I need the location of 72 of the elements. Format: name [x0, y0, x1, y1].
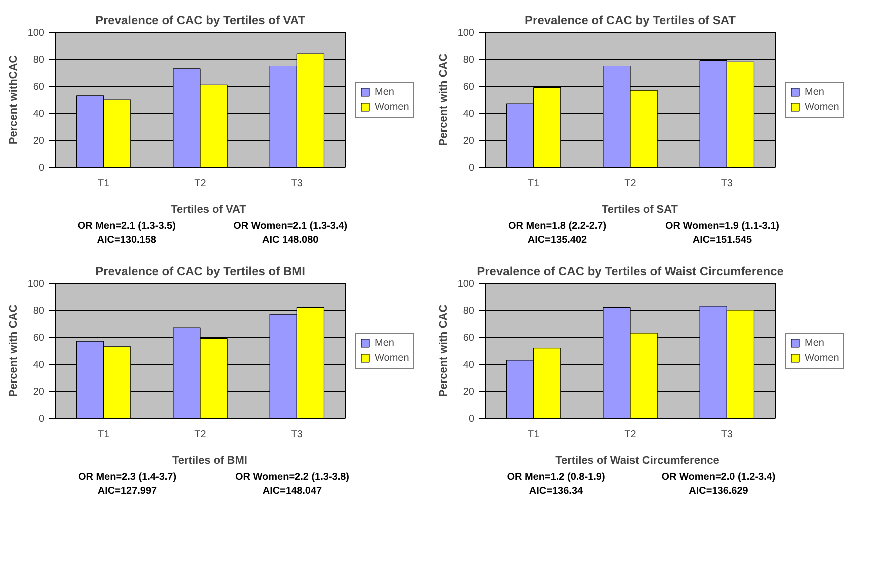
- x-tick-label: T2: [194, 178, 207, 190]
- y-tick-label: 20: [33, 387, 45, 398]
- text: AIC=127.997: [96, 485, 158, 499]
- y-tick-label: 20: [33, 136, 45, 147]
- y-tick-label: 80: [33, 55, 45, 66]
- text: AIC=136.34: [528, 485, 584, 499]
- x-tick-label: T3: [721, 178, 734, 190]
- y-axis-title: Percent with CAC: [438, 54, 450, 146]
- y-axis-title: Percent withCAC: [8, 55, 20, 145]
- chart-title: Prevalence of CAC by Tertiles of SAT: [525, 14, 737, 28]
- x-tick-label: T2: [194, 430, 207, 440]
- x-axis-title: Tertiles of Waist Circumference: [554, 454, 720, 469]
- text: AIC=135.402: [526, 234, 588, 248]
- y-tick-label: 0: [38, 163, 45, 174]
- text: OR Men=2.1 (1.3-3.5): [76, 220, 177, 234]
- text: OR Men=1.8 (2.2-2.7): [507, 220, 608, 234]
- text: OR Women=2.2 (1.3-3.8): [234, 471, 351, 485]
- text: OR Men=1.2 (0.8-1.9): [506, 471, 606, 485]
- y-tick-label: 40: [33, 360, 45, 371]
- legend-label: Women: [375, 102, 410, 112]
- y-tick-label: 80: [463, 55, 475, 66]
- y-tick-label: 80: [463, 306, 475, 317]
- text: AIC 148.080: [262, 234, 320, 248]
- y-tick-label: 100: [28, 279, 45, 290]
- y-tick-label: 20: [463, 136, 475, 147]
- x-axis-title: Tertiles of VAT: [170, 203, 248, 218]
- chart-title: Prevalence of CAC by Tertiles of Waist Circumference: [477, 264, 784, 278]
- x-tick-label: T3: [291, 178, 304, 190]
- legend-label: Women: [375, 352, 410, 364]
- text: AIC=136.629: [688, 485, 750, 499]
- x-tick-label: T3: [721, 430, 734, 440]
- x-tick-label: T3: [291, 430, 304, 440]
- text: OR Women=2.1 (1.3-3.4): [232, 220, 349, 234]
- y-tick-label: 80: [33, 306, 45, 317]
- y-tick-label: 0: [468, 414, 475, 425]
- chart-title: Prevalence of CAC by Tertiles of BMI: [96, 264, 306, 278]
- y-tick-label: 60: [463, 82, 475, 93]
- y-tick-label: 100: [458, 279, 475, 290]
- legend-label: Women: [805, 352, 840, 364]
- text: OR Men=2.3 (1.4-3.7): [77, 471, 178, 485]
- text: OR Women=2.0 (1.2-3.4): [660, 471, 777, 485]
- text: AIC=148.047: [262, 485, 324, 499]
- y-tick-label: 0: [38, 414, 45, 425]
- x-tick-label: T1: [528, 178, 540, 190]
- x-tick-label: T1: [98, 430, 110, 440]
- chart-title: Prevalence of CAC by Tertiles of VAT: [95, 14, 306, 28]
- x-axis-title: Tertiles of SAT: [601, 203, 679, 218]
- y-tick-label: 0: [468, 163, 475, 174]
- y-tick-label: 60: [463, 333, 475, 344]
- x-tick-label: T1: [528, 430, 540, 440]
- y-tick-label: 60: [33, 82, 45, 93]
- legend-label: Men: [805, 338, 825, 348]
- legend-label: Women: [805, 102, 840, 112]
- x-tick-label: T2: [624, 430, 637, 440]
- legend-label: Men: [375, 86, 395, 98]
- y-tick-label: 60: [33, 333, 45, 344]
- y-tick-label: 40: [463, 109, 475, 120]
- y-tick-label: 100: [458, 28, 475, 39]
- y-tick-label: 20: [463, 387, 475, 398]
- legend-label: Men: [805, 86, 825, 98]
- y-tick-label: 40: [33, 109, 45, 120]
- y-axis-title: Percent with CAC: [8, 304, 20, 398]
- x-tick-label: T1: [98, 178, 110, 190]
- text: AIC=151.545: [692, 234, 754, 248]
- y-tick-label: 100: [28, 28, 45, 39]
- legend-label: Men: [375, 338, 395, 348]
- text: AIC=130.158: [96, 234, 158, 248]
- text: OR Women=1.9 (1.1-3.1): [664, 220, 781, 234]
- x-axis-title: Tertiles of BMI: [172, 454, 248, 469]
- y-tick-label: 40: [463, 360, 475, 371]
- y-axis-title: Percent with CAC: [438, 304, 450, 398]
- x-tick-label: T2: [624, 178, 637, 190]
